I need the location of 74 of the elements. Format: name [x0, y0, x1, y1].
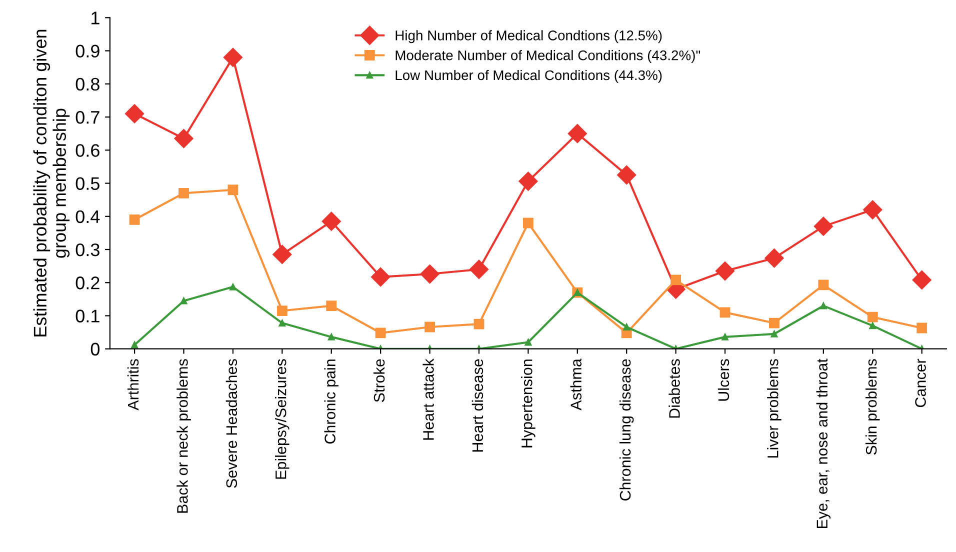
x-tick-label: Chronic lung disease	[619, 359, 634, 500]
point	[814, 216, 833, 236]
point	[617, 165, 636, 185]
point	[770, 330, 778, 338]
point	[568, 124, 587, 144]
point	[371, 267, 390, 287]
point	[125, 104, 144, 124]
x-tick-label: Skin problems	[866, 359, 880, 455]
point	[424, 322, 435, 332]
y-tick-label: 0.9	[76, 44, 100, 58]
y-tick-label: 0.7	[76, 110, 100, 124]
y-tick-label: 0.1	[76, 310, 100, 322]
y-tick-label: 0	[90, 342, 100, 356]
y-tick-label: 0.6	[76, 144, 100, 157]
legend-label: High Number of Medical Condtions (12.5%)	[396, 30, 662, 44]
point	[715, 262, 735, 281]
x-tick-label: Epilepsy/Seizures	[275, 359, 290, 479]
point	[764, 248, 784, 268]
point	[469, 260, 489, 279]
x-tick-label: Hypertension	[521, 360, 536, 448]
point	[863, 200, 882, 220]
y-tick-label: 0.3	[76, 243, 100, 256]
point	[867, 312, 878, 322]
point	[522, 218, 534, 228]
y-tick-label: 0.8	[76, 78, 100, 91]
point	[272, 244, 292, 264]
point	[174, 129, 194, 148]
point	[670, 274, 682, 286]
point	[474, 318, 484, 330]
y-tick-label: 0.4	[76, 210, 100, 224]
point	[180, 297, 188, 304]
point	[420, 264, 440, 284]
point	[375, 328, 386, 338]
point	[720, 307, 730, 318]
y-tick-label: 0.2	[76, 276, 100, 290]
point	[278, 320, 286, 327]
x-tick-label: Arthritis	[127, 359, 139, 410]
point	[229, 283, 236, 290]
x-tick-label: Heart disease	[472, 359, 484, 452]
point	[769, 318, 780, 328]
y-axis-title: Estimated probability of conditon given group membership	[33, 30, 70, 336]
point	[818, 280, 829, 290]
y-tick-label: 1	[92, 12, 100, 24]
point	[869, 322, 876, 330]
x-tick-label: Ulcers	[718, 359, 730, 401]
point	[722, 333, 728, 340]
x-tick-label: Heart attack	[422, 358, 434, 440]
x-tick-label: Eye, ear, nose and throat	[816, 358, 831, 528]
point	[518, 172, 538, 191]
point	[178, 188, 189, 198]
x-tick-label: Asthma	[570, 358, 582, 410]
x-tick-label: Severe Headaches	[226, 359, 238, 488]
point	[223, 48, 242, 67]
point	[623, 324, 630, 330]
point	[131, 341, 138, 348]
x-tick-label: Chronic pain	[324, 360, 338, 444]
legend-label: Low Number of Medical Conditions (44.3%)	[396, 70, 662, 83]
point	[916, 322, 928, 334]
point	[912, 270, 932, 290]
x-tick-label: Diabetes	[668, 359, 680, 418]
x-tick-label: Liver problems	[767, 359, 782, 458]
y-tick-label: 0.5	[76, 177, 100, 190]
point	[129, 214, 140, 225]
point	[322, 212, 341, 231]
point	[326, 300, 337, 312]
point	[524, 338, 532, 346]
point	[820, 302, 827, 310]
x-tick-label: Stroke	[373, 359, 385, 402]
point	[276, 306, 288, 316]
point	[228, 184, 238, 196]
point	[328, 333, 335, 340]
legend-label: Moderate Number of Medical Conditions (43.2%)"	[396, 50, 700, 63]
x-tick-label: Back or neck problems	[176, 359, 191, 513]
x-tick-label: Cancer	[915, 358, 926, 408]
